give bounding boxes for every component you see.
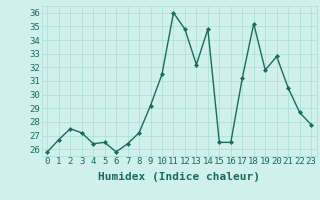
X-axis label: Humidex (Indice chaleur): Humidex (Indice chaleur)	[98, 172, 260, 182]
